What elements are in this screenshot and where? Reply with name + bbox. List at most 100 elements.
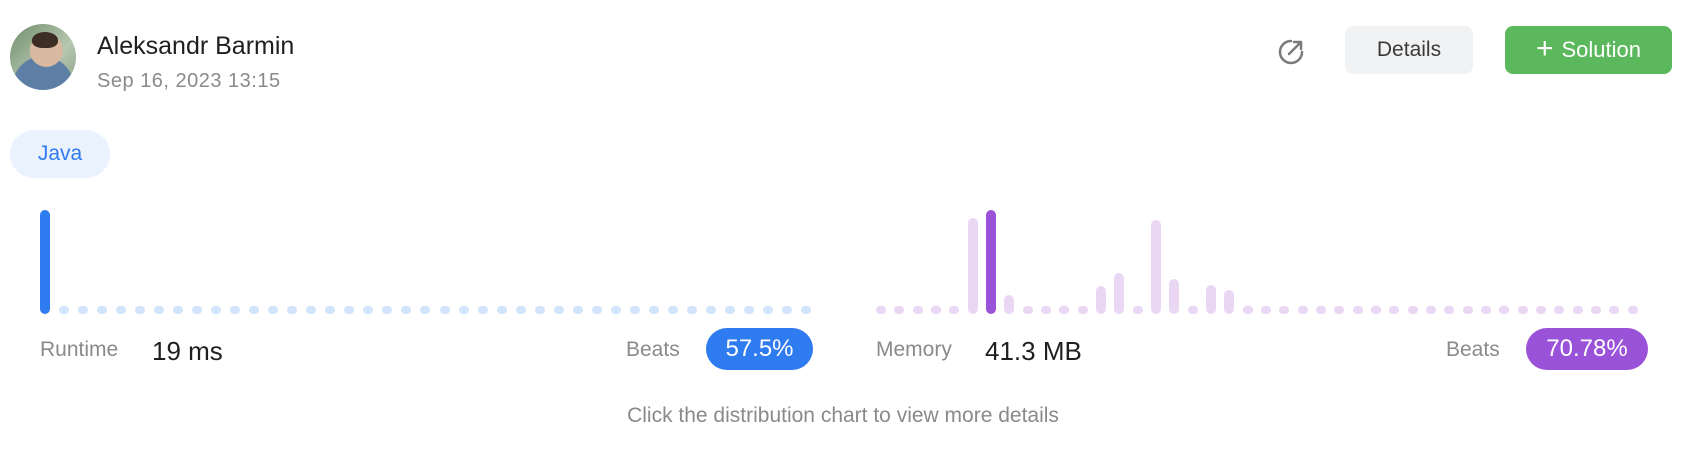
runtime-bar[interactable]	[306, 306, 317, 314]
runtime-bar[interactable]	[401, 306, 412, 314]
memory-bar[interactable]	[1114, 273, 1125, 314]
runtime-bar[interactable]	[496, 306, 507, 314]
runtime-bar[interactable]	[629, 306, 640, 314]
runtime-bar[interactable]	[325, 306, 336, 314]
runtime-bar[interactable]	[591, 306, 602, 314]
memory-bar[interactable]	[876, 306, 886, 314]
memory-distribution-chart[interactable]	[876, 210, 1646, 314]
memory-bar[interactable]	[1206, 285, 1216, 314]
memory-bar[interactable]	[1444, 306, 1455, 314]
memory-bar[interactable]	[967, 217, 978, 314]
memory-bar[interactable]	[1151, 219, 1161, 314]
memory-bar[interactable]	[1481, 306, 1491, 314]
runtime-bar[interactable]	[648, 306, 659, 314]
memory-bar[interactable]	[986, 210, 996, 314]
runtime-beats-label: Beats	[626, 338, 680, 361]
memory-bar[interactable]	[1041, 306, 1051, 314]
memory-bar[interactable]	[1242, 306, 1253, 314]
memory-beats-badge: 70.78%	[1526, 328, 1648, 370]
runtime-bar[interactable]	[97, 306, 108, 314]
chart-hint: Click the distribution chart to view mor…	[627, 404, 1059, 427]
runtime-bar[interactable]	[553, 306, 564, 314]
memory-bar[interactable]	[931, 306, 941, 314]
runtime-bar[interactable]	[192, 306, 203, 314]
runtime-bar[interactable]	[610, 306, 621, 314]
memory-bar[interactable]	[1096, 286, 1106, 314]
runtime-bar[interactable]	[173, 306, 184, 314]
memory-bar[interactable]	[1334, 306, 1345, 314]
memory-bar[interactable]	[1187, 306, 1198, 314]
runtime-bar[interactable]	[743, 306, 754, 314]
memory-bar[interactable]	[1517, 306, 1528, 314]
runtime-bar[interactable]	[800, 306, 811, 314]
runtime-bar[interactable]	[724, 306, 735, 314]
runtime-bar[interactable]	[154, 306, 165, 314]
memory-bar[interactable]	[1297, 306, 1308, 314]
memory-bar[interactable]	[1352, 306, 1363, 314]
runtime-bar[interactable]	[515, 306, 526, 314]
runtime-bar[interactable]	[762, 306, 773, 314]
runtime-bar[interactable]	[705, 306, 716, 314]
runtime-bar[interactable]	[686, 306, 697, 314]
runtime-bar[interactable]	[268, 306, 279, 314]
runtime-bar[interactable]	[534, 306, 545, 314]
memory-bar[interactable]	[1371, 306, 1381, 314]
memory-bar[interactable]	[1389, 306, 1400, 314]
memory-bar[interactable]	[1426, 306, 1436, 314]
memory-bar[interactable]	[1279, 306, 1290, 314]
memory-bar[interactable]	[1224, 290, 1235, 314]
runtime-distribution-chart[interactable]	[40, 210, 820, 314]
memory-bar[interactable]	[1407, 306, 1418, 314]
memory-bar[interactable]	[1462, 306, 1473, 314]
memory-bar[interactable]	[1499, 306, 1510, 314]
runtime-bar[interactable]	[59, 306, 70, 314]
runtime-bar[interactable]	[40, 210, 50, 314]
memory-bar[interactable]	[1022, 306, 1033, 314]
memory-bar[interactable]	[1077, 306, 1088, 314]
memory-bar[interactable]	[894, 306, 905, 314]
runtime-bar[interactable]	[344, 306, 355, 314]
memory-bar[interactable]	[949, 306, 960, 314]
memory-bar[interactable]	[1609, 306, 1620, 314]
runtime-bar[interactable]	[135, 306, 146, 314]
runtime-bar[interactable]	[116, 306, 127, 314]
runtime-bar[interactable]	[287, 306, 298, 314]
memory-value: 41.3 MB	[985, 336, 1082, 366]
memory-bar[interactable]	[1132, 306, 1143, 314]
memory-bar[interactable]	[912, 306, 923, 314]
memory-beats-label: Beats	[1446, 338, 1500, 361]
runtime-value: 19 ms	[152, 336, 223, 366]
memory-bar[interactable]	[1169, 278, 1180, 314]
plus-icon: +	[1535, 31, 1554, 65]
memory-bar[interactable]	[1059, 306, 1070, 314]
runtime-bar[interactable]	[572, 306, 583, 314]
runtime-bar[interactable]	[363, 306, 374, 314]
runtime-bar[interactable]	[78, 306, 89, 314]
memory-bar[interactable]	[1004, 294, 1015, 314]
runtime-beats-badge: 57.5%	[706, 328, 813, 370]
memory-bar[interactable]	[1627, 306, 1638, 314]
share-icon[interactable]	[1275, 36, 1307, 68]
runtime-bar[interactable]	[382, 306, 393, 314]
runtime-bar[interactable]	[477, 306, 488, 314]
runtime-bar[interactable]	[439, 306, 450, 314]
runtime-bar[interactable]	[458, 306, 469, 314]
language-tag[interactable]: Java	[10, 130, 110, 178]
avatar	[10, 24, 76, 90]
runtime-bar[interactable]	[249, 306, 260, 314]
user-name: Aleksandr Barmin	[97, 32, 295, 60]
runtime-bar[interactable]	[230, 306, 241, 314]
runtime-bar[interactable]	[781, 306, 792, 314]
memory-bar[interactable]	[1554, 306, 1565, 314]
memory-bar[interactable]	[1261, 306, 1271, 314]
runtime-bar[interactable]	[420, 306, 431, 314]
runtime-bar[interactable]	[667, 306, 678, 314]
memory-bar[interactable]	[1591, 306, 1601, 314]
submission-date: Sep 16, 2023 13:15	[97, 70, 281, 92]
details-button[interactable]: Details	[1345, 26, 1473, 74]
solution-button[interactable]: + Solution	[1505, 26, 1672, 74]
memory-bar[interactable]	[1572, 306, 1583, 314]
memory-bar[interactable]	[1536, 306, 1546, 314]
memory-bar[interactable]	[1316, 306, 1326, 314]
runtime-bar[interactable]	[211, 306, 222, 314]
